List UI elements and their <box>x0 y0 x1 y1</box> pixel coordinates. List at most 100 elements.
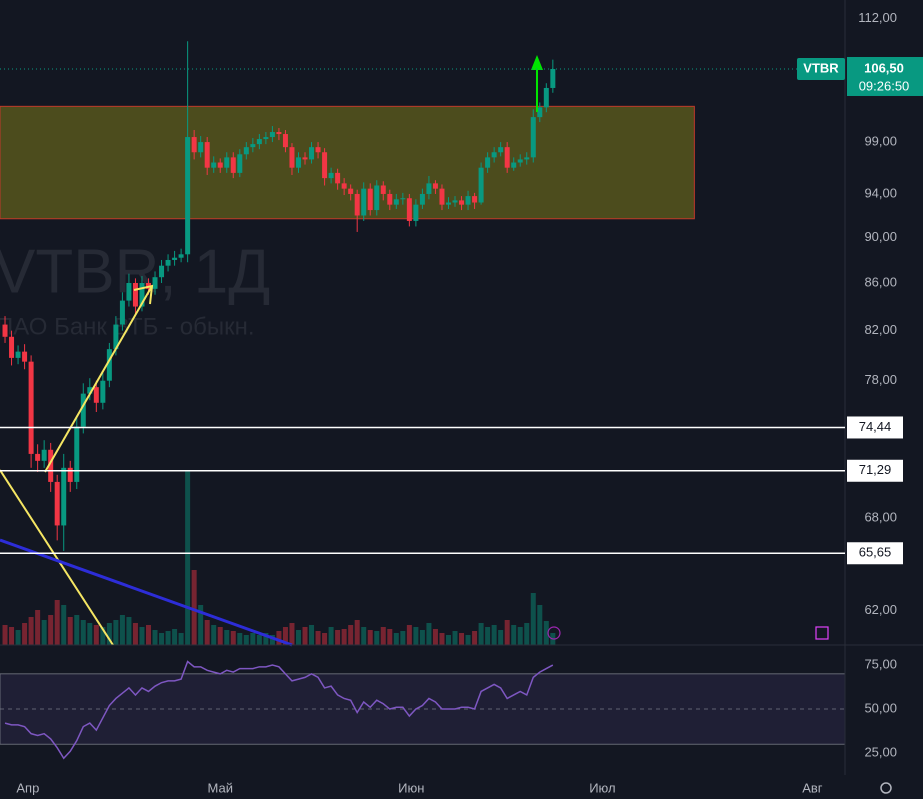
arrow-head <box>133 284 154 305</box>
volume-bar <box>269 635 275 645</box>
volume-bar <box>341 629 347 645</box>
volume-bar <box>498 630 504 645</box>
volume-bar <box>87 623 93 645</box>
volume-bar <box>511 625 517 645</box>
volume-bar <box>380 627 386 645</box>
earnings-icon[interactable] <box>815 626 829 640</box>
candle-body <box>367 188 373 211</box>
candle-body <box>191 137 197 153</box>
level-label-box <box>847 459 903 482</box>
candle-body <box>315 147 321 153</box>
volume-bar <box>61 605 67 645</box>
volume-bar <box>139 627 145 645</box>
candle-body <box>172 257 178 260</box>
volume-bar <box>100 627 106 645</box>
volume-bar <box>2 625 8 645</box>
volume-bar <box>243 635 249 645</box>
level-label-box <box>847 542 903 565</box>
candle-body <box>400 198 406 200</box>
candle-body <box>289 147 295 168</box>
candle-body <box>237 154 243 173</box>
candle-body <box>263 137 269 140</box>
candle-body <box>380 185 386 194</box>
candle-body <box>67 467 73 482</box>
candle-body <box>295 157 301 168</box>
volume-bar <box>48 615 54 645</box>
volume-bar <box>472 631 478 645</box>
volume-bar <box>367 630 373 645</box>
candle-body <box>498 147 504 153</box>
volume-bar <box>152 630 158 645</box>
candle-body <box>61 467 67 526</box>
candle-body <box>217 162 223 168</box>
candle-body <box>15 351 21 358</box>
x-tick-label: Июл <box>589 780 615 795</box>
x-tick-label: Май <box>207 780 232 795</box>
volume-bar <box>250 633 256 645</box>
volume-bar <box>198 605 204 645</box>
volume-bar <box>204 620 210 645</box>
candle-body <box>276 132 282 135</box>
last-price-box <box>847 56 923 96</box>
volume-bar <box>132 623 138 645</box>
volume-bar <box>315 631 321 645</box>
settings-icon[interactable] <box>880 782 892 794</box>
volume-bar <box>224 630 230 645</box>
candle-body <box>224 157 230 168</box>
zone <box>0 105 695 220</box>
volume-bar <box>354 620 360 645</box>
volume-bar <box>400 631 406 645</box>
volume-bar <box>185 470 191 645</box>
volume-bar <box>28 617 34 645</box>
volume-bar <box>530 593 536 645</box>
volume-bar <box>256 635 262 645</box>
volume-bar <box>54 600 60 645</box>
candle-body <box>2 324 8 337</box>
y-tick-label: 99,00 <box>864 134 897 149</box>
volume-bar <box>432 629 438 645</box>
volume-bar <box>15 630 21 645</box>
symbol-box <box>797 57 845 80</box>
candle-body <box>426 183 432 194</box>
candle-body <box>341 183 347 189</box>
volume-bar <box>335 630 341 645</box>
candle-body <box>361 188 367 216</box>
volume-bar <box>393 633 399 645</box>
candle-body <box>328 172 334 179</box>
y-tick-label: 86,00 <box>864 274 897 289</box>
candle-body <box>517 159 523 163</box>
candle-body <box>35 453 41 461</box>
y-tick-label: 90,00 <box>864 229 897 244</box>
volume-bar <box>465 635 471 645</box>
level-label-box <box>847 416 903 439</box>
candle-body <box>159 265 165 278</box>
volume-bar <box>309 625 315 645</box>
volume-bar <box>191 570 197 645</box>
candle-body <box>185 137 191 255</box>
candle-body <box>537 107 543 118</box>
y-tick-label: 68,00 <box>864 509 897 524</box>
volume-bar <box>35 610 41 645</box>
candle-body <box>204 142 210 168</box>
y-tick-label: 78,00 <box>864 372 897 387</box>
x-tick-label: Апр <box>16 780 39 795</box>
candle-body <box>374 185 380 211</box>
volume-bar <box>217 627 223 645</box>
candle-body <box>87 387 93 394</box>
rsi-tick-label: 25,00 <box>864 744 897 759</box>
volume-bar <box>276 631 282 645</box>
candle-body <box>28 361 34 454</box>
background-layer: VTBR, 1Д ПАО Банк ВТБ - обыкн. <box>0 105 695 340</box>
volume-bar <box>119 615 125 645</box>
volume-bar <box>230 631 236 645</box>
candle-body <box>178 254 184 258</box>
event-icon[interactable] <box>547 626 561 640</box>
countdown-label: 09:26:50 <box>859 78 910 93</box>
volume-bar <box>282 627 288 645</box>
candle-body <box>452 200 458 203</box>
candle-body <box>152 277 158 289</box>
candle-body <box>543 87 549 108</box>
candle-body <box>419 193 425 205</box>
